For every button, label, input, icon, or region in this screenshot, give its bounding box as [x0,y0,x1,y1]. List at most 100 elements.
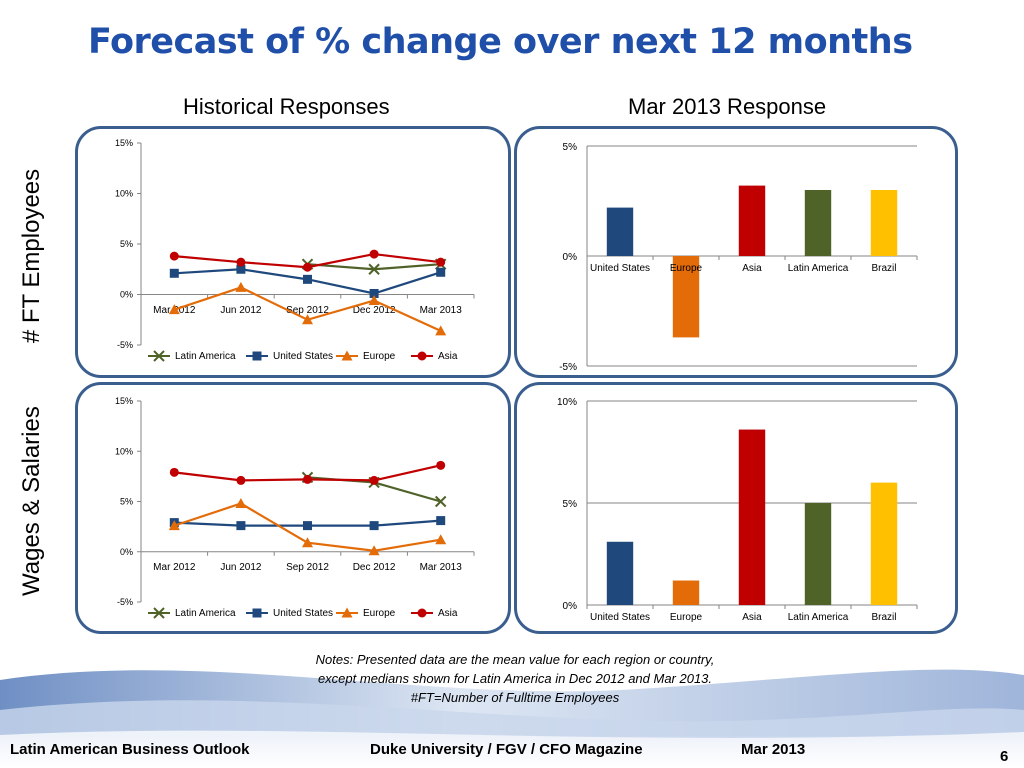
panel-wages-mar2013: 10% 5% 0% United States Europe Asia Latin Amer… [514,382,958,634]
data-point-asia [436,460,446,470]
bar-united-states [606,207,634,256]
bar-europe [672,580,700,605]
legend-marker [153,607,165,619]
data-point-europe [302,537,313,548]
data-point-europe [235,498,247,509]
x-tick-label: Mar 2013 [420,562,463,573]
data-point-united-states [236,264,246,274]
data-point-united-states [369,521,379,531]
y-tick-label: 10% [557,397,577,408]
footer-publication: Latin American Business Outlook [10,741,250,758]
legend-marker [252,608,262,618]
x-tick-label: Jun 2012 [220,562,262,573]
x-tick-label: Dec 2012 [353,562,396,573]
data-point-europe [435,325,447,336]
legend-label: Europe [363,351,396,362]
footer-wave-background [0,669,1024,768]
legend-marker [417,351,427,361]
data-point-asia [369,475,379,485]
bar-latin-america [804,190,832,256]
bar-latin-america [804,503,832,605]
footer-source: Duke University / FGV / CFO Magazine [370,741,643,758]
y-tick-label: 5% [563,499,578,510]
chart-ft-mar2013: 5% 0% -5% United States Europe Asia Latin Amer… [559,142,918,373]
x-tick-label: Jun 2012 [220,305,262,316]
y-tick-label: 10% [115,446,133,456]
data-point-united-states [303,521,312,531]
notes-line-3: #FT=Number of Fulltime Employees [410,690,620,705]
legend-label: Europe [363,608,396,619]
data-point-asia [303,262,312,272]
bar-asia [738,429,766,605]
data-point-europe [302,314,313,325]
x-tick-label: Dec 2012 [353,305,396,316]
notes-line-1: Notes: Presented data are the mean value… [315,652,715,667]
legend-label: United States [273,351,333,362]
data-point-asia [436,257,446,267]
data-point-asia [303,474,312,484]
bar-asia [738,185,766,256]
data-point-united-states [236,521,246,531]
legend-label: Latin America [175,351,236,362]
y-tick-label: 15% [115,138,133,148]
data-point-united-states [303,274,312,284]
x-tick-label: United States [590,612,650,623]
footer-date: Mar 2013 [741,741,806,758]
data-point-united-states [369,288,379,298]
legend-label: United States [273,608,333,619]
y-tick-label: 5% [563,142,578,153]
panel-ft-mar2013: 5% 0% -5% United States Europe Asia Latin Amer… [514,126,958,378]
legend-marker [252,351,262,361]
data-point-asia [236,475,246,485]
legend-marker [417,608,427,618]
data-point-united-states [436,516,446,526]
x-tick-label: Latin America [788,263,849,274]
x-tick-label: Latin America [788,612,849,623]
page-title: Forecast of % change over next 12 months [88,22,913,62]
bar-brazil [870,190,898,256]
chart-wages-mar2013: 10% 5% 0% United States Europe Asia Latin Amer… [557,397,918,623]
x-tick-label: Brazil [871,612,896,623]
y-tick-label: 10% [115,189,133,199]
panel-ft-historical: 15% 10% 5% 0% -5% Mar 2012 Jun 2012 Sep 2012 Dec… [75,126,511,378]
x-tick-label: Mar 2012 [153,562,196,573]
chart-wages-historical: 15% 10% 5% 0% -5% Mar 2012 Jun 2012 Sep 2012 Dec… [115,396,475,619]
x-tick-label: Asia [742,612,762,623]
data-point-europe [368,295,380,306]
data-point-europe [168,304,180,315]
x-tick-label: United States [590,263,650,274]
data-point-united-states [169,268,179,278]
y-tick-label: -5% [117,340,133,350]
legend-label: Asia [438,351,458,362]
x-tick-label: Asia [742,263,762,274]
data-point-europe [168,520,180,531]
data-point-europe [435,534,447,545]
column-header-mar2013: Mar 2013 Response [628,94,827,119]
notes-line-2: except medians shown for Latin America i… [317,671,713,686]
data-point-united-states [436,267,446,277]
x-tick-label: Europe [670,612,703,623]
data-point-europe [368,545,380,556]
row-label-ft-employees: # FT Employees [18,168,45,344]
legend-marker [341,607,353,618]
panel-wages-historical: 15% 10% 5% 0% -5% Mar 2012 Jun 2012 Sep 2012 Dec… [75,382,511,634]
x-tick-label: Sep 2012 [286,562,329,573]
row-label-wages-salaries: Wages & Salaries [18,406,45,596]
y-tick-label: 5% [120,497,133,507]
legend-label: Asia [438,608,458,619]
bar-brazil [870,482,898,605]
data-point-latin-america [368,263,380,275]
x-tick-label: Sep 2012 [286,305,329,316]
data-point-europe [235,281,247,292]
y-tick-label: 0% [563,601,578,612]
data-point-asia [169,467,179,477]
data-point-asia [169,251,179,261]
x-tick-label: Europe [670,263,703,274]
data-point-latin-america [434,495,447,508]
page-number: 6 [1000,748,1009,765]
legend-label: Latin America [175,608,236,619]
legend-marker [341,350,353,361]
y-tick-label: 0% [563,252,578,263]
column-header-historical: Historical Responses [183,94,390,119]
legend-marker [153,350,165,362]
